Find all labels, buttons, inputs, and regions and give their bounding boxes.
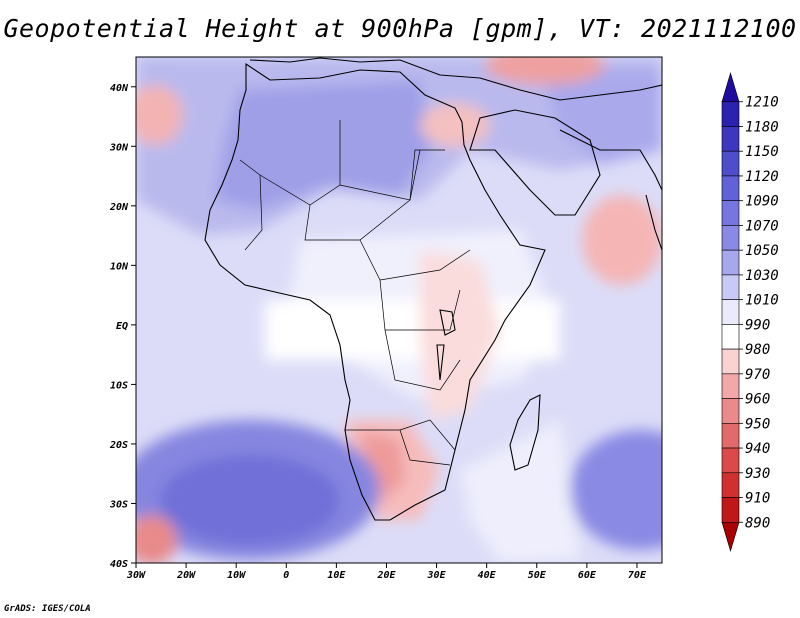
colorbar-label: 970 [745,367,770,383]
colorbar-swatch [721,472,740,498]
colorbar-swatch [721,175,740,201]
lon-tick-label: 20E [376,570,396,581]
colorbar-swatch [721,249,740,276]
colorbar-swatch [721,150,740,177]
lon-tick-label: 30W [126,570,146,581]
colorbar-swatch [721,497,740,523]
colorbar-label: 940 [745,441,770,457]
colorbar-label: 1090 [745,194,779,210]
lat-tick-label: 10N [110,261,129,272]
lon-tick-label: 40E [478,570,497,581]
lat-tick-label: 40N [110,83,129,94]
colorbar-label: 980 [745,342,770,358]
colorbar-label: 1210 [745,95,779,111]
lon-tick-label: 0 [283,570,289,581]
colorbar-top-triangle [721,71,740,103]
lat-tick-label: 20S [109,440,128,451]
lon-tick-label: 60E [578,570,597,581]
colorbar-bottom-triangle [721,521,740,553]
colorbar: 1210 1180 1150 1120 1090 1070 1050 1030 1010 990 9… [721,71,779,553]
colorbar-swatch [721,200,740,226]
colorbar-swatch [721,101,740,127]
map-frame [135,56,663,564]
colorbar-swatch [721,126,740,152]
height-field [136,57,662,563]
colorbar-swatch [721,324,740,350]
colorbar-swatch [721,274,740,300]
colorbar-swatch [721,398,740,424]
chart-title: Geopotential Height at 900hPa [gpm], VT:… [3,14,797,43]
lat-tick-label: EQ [116,321,128,332]
colorbar-label: 890 [745,515,770,531]
lon-tick-label: 50E [528,570,547,581]
colorbar-label: 1030 [745,268,779,284]
lon-tick-label: 30E [427,570,447,581]
colorbar-label: 950 [745,416,770,432]
lon-tick-label: 10W [227,570,246,581]
colorbar-swatch [721,423,740,449]
country-borders [239,120,471,466]
lon-tick-label: 20W [176,570,196,581]
colorbar-label: 1180 [745,119,779,135]
lat-tick-label: 30S [109,499,128,510]
colorbar-label: 960 [745,392,770,408]
colorbar-swatch [721,348,740,375]
lat-tick-label: 30N [109,142,129,153]
coastlines [204,57,662,521]
colorbar-label: 1070 [745,218,779,234]
colorbar-label: 930 [745,466,770,482]
lon-tick-label: 70E [628,570,647,581]
colorbar-label: 1010 [745,293,779,309]
grads-credit: GrADS: IGES/COLA [4,604,91,614]
lat-tick-label: 20N [109,202,129,213]
colorbar-swatch [721,447,740,474]
lat-tick-label: 10S [110,380,128,391]
colorbar-label: 1050 [745,243,779,259]
colorbar-label: 1120 [745,169,779,185]
colorbar-swatch [721,373,740,399]
colorbar-swatch [721,225,740,251]
colorbar-label: 1150 [745,144,779,160]
colorbar-label: 910 [745,491,770,507]
colorbar-label: 990 [745,317,770,333]
lon-tick-label: 10E [327,570,346,581]
lat-tick-label: 40S [110,559,128,570]
colorbar-swatch [721,299,740,325]
